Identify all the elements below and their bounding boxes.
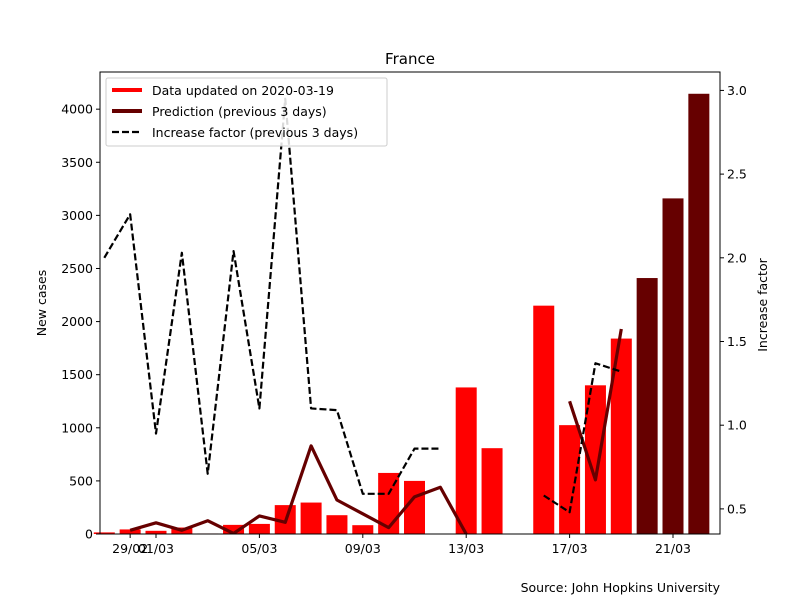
y-tick-label: 3000 xyxy=(61,208,93,223)
bar-observed xyxy=(145,530,167,534)
y-tick-label: 1000 xyxy=(61,420,93,435)
legend-label-data: Data updated on 2020-03-19 xyxy=(152,83,334,98)
increase-factor-line-early xyxy=(103,97,441,495)
y2-tick-label: 3.0 xyxy=(727,83,747,98)
bar-observed xyxy=(481,448,503,534)
x-tick-label: 05/03 xyxy=(241,541,277,556)
y2-tick-label: 0.5 xyxy=(727,501,747,516)
x-tick-label: 21/03 xyxy=(655,541,691,556)
bar-observed xyxy=(559,425,581,534)
bar-predicted xyxy=(662,198,684,534)
bar-observed xyxy=(248,523,270,534)
y2-tick-label: 1.5 xyxy=(727,334,747,349)
bar-observed xyxy=(326,515,348,534)
prediction-lines-layer xyxy=(129,328,623,534)
bar-observed xyxy=(378,472,400,534)
bar-observed xyxy=(455,387,477,534)
bar-observed xyxy=(93,532,115,534)
bar-observed xyxy=(223,524,245,534)
legend-label-factor: Increase factor (previous 3 days) xyxy=(152,125,358,140)
bar-predicted xyxy=(688,93,710,535)
y-tick-label: 500 xyxy=(69,473,93,488)
x-tick-label: 01/03 xyxy=(138,541,174,556)
y-tick-label: 2500 xyxy=(61,261,93,276)
chart-title: France xyxy=(385,50,435,68)
y-tick-label: 3500 xyxy=(61,155,93,170)
bars-layer xyxy=(93,93,710,535)
y2-tick-label: 2.5 xyxy=(727,167,747,182)
bar-observed xyxy=(119,529,141,534)
y2-tick-label: 1.0 xyxy=(727,418,747,433)
source-note: Source: John Hopkins University xyxy=(521,580,721,595)
increase-factor-line-late xyxy=(543,362,622,514)
x-tick-label: 13/03 xyxy=(448,541,484,556)
y-axis-label: New cases xyxy=(34,270,49,337)
bar-observed xyxy=(584,385,606,534)
y-tick-label: 0 xyxy=(85,527,93,542)
prediction-line-late xyxy=(568,328,623,482)
left-axis-ticks: 0 500 1000 1500 2000 2500 3000 3500 4000 xyxy=(61,102,100,542)
bar-observed xyxy=(610,338,632,534)
y2-axis-label: Increase factor xyxy=(755,257,770,351)
legend: Data updated on 2020-03-19 Prediction (p… xyxy=(105,77,388,147)
legend-box xyxy=(105,77,388,147)
plot-frame xyxy=(99,71,721,535)
x-tick-label: 17/03 xyxy=(552,541,588,556)
increase-factor-lines-layer xyxy=(103,97,622,514)
bar-observed xyxy=(300,502,322,534)
legend-label-prediction: Prediction (previous 3 days) xyxy=(152,104,327,119)
prediction-line-early xyxy=(129,444,468,534)
y-tick-label: 4000 xyxy=(61,102,93,117)
bar-predicted xyxy=(636,278,658,534)
x-tick-label: 29/02 xyxy=(112,541,148,556)
y-tick-label: 2000 xyxy=(61,314,93,329)
right-axis-ticks: 0.5 1.0 1.5 2.0 2.5 3.0 xyxy=(720,83,747,516)
x-tick-label: 09/03 xyxy=(345,541,381,556)
bar-observed xyxy=(352,525,374,534)
bar-observed xyxy=(533,305,555,534)
y-tick-label: 1500 xyxy=(61,367,93,382)
y2-tick-label: 2.0 xyxy=(727,250,747,265)
